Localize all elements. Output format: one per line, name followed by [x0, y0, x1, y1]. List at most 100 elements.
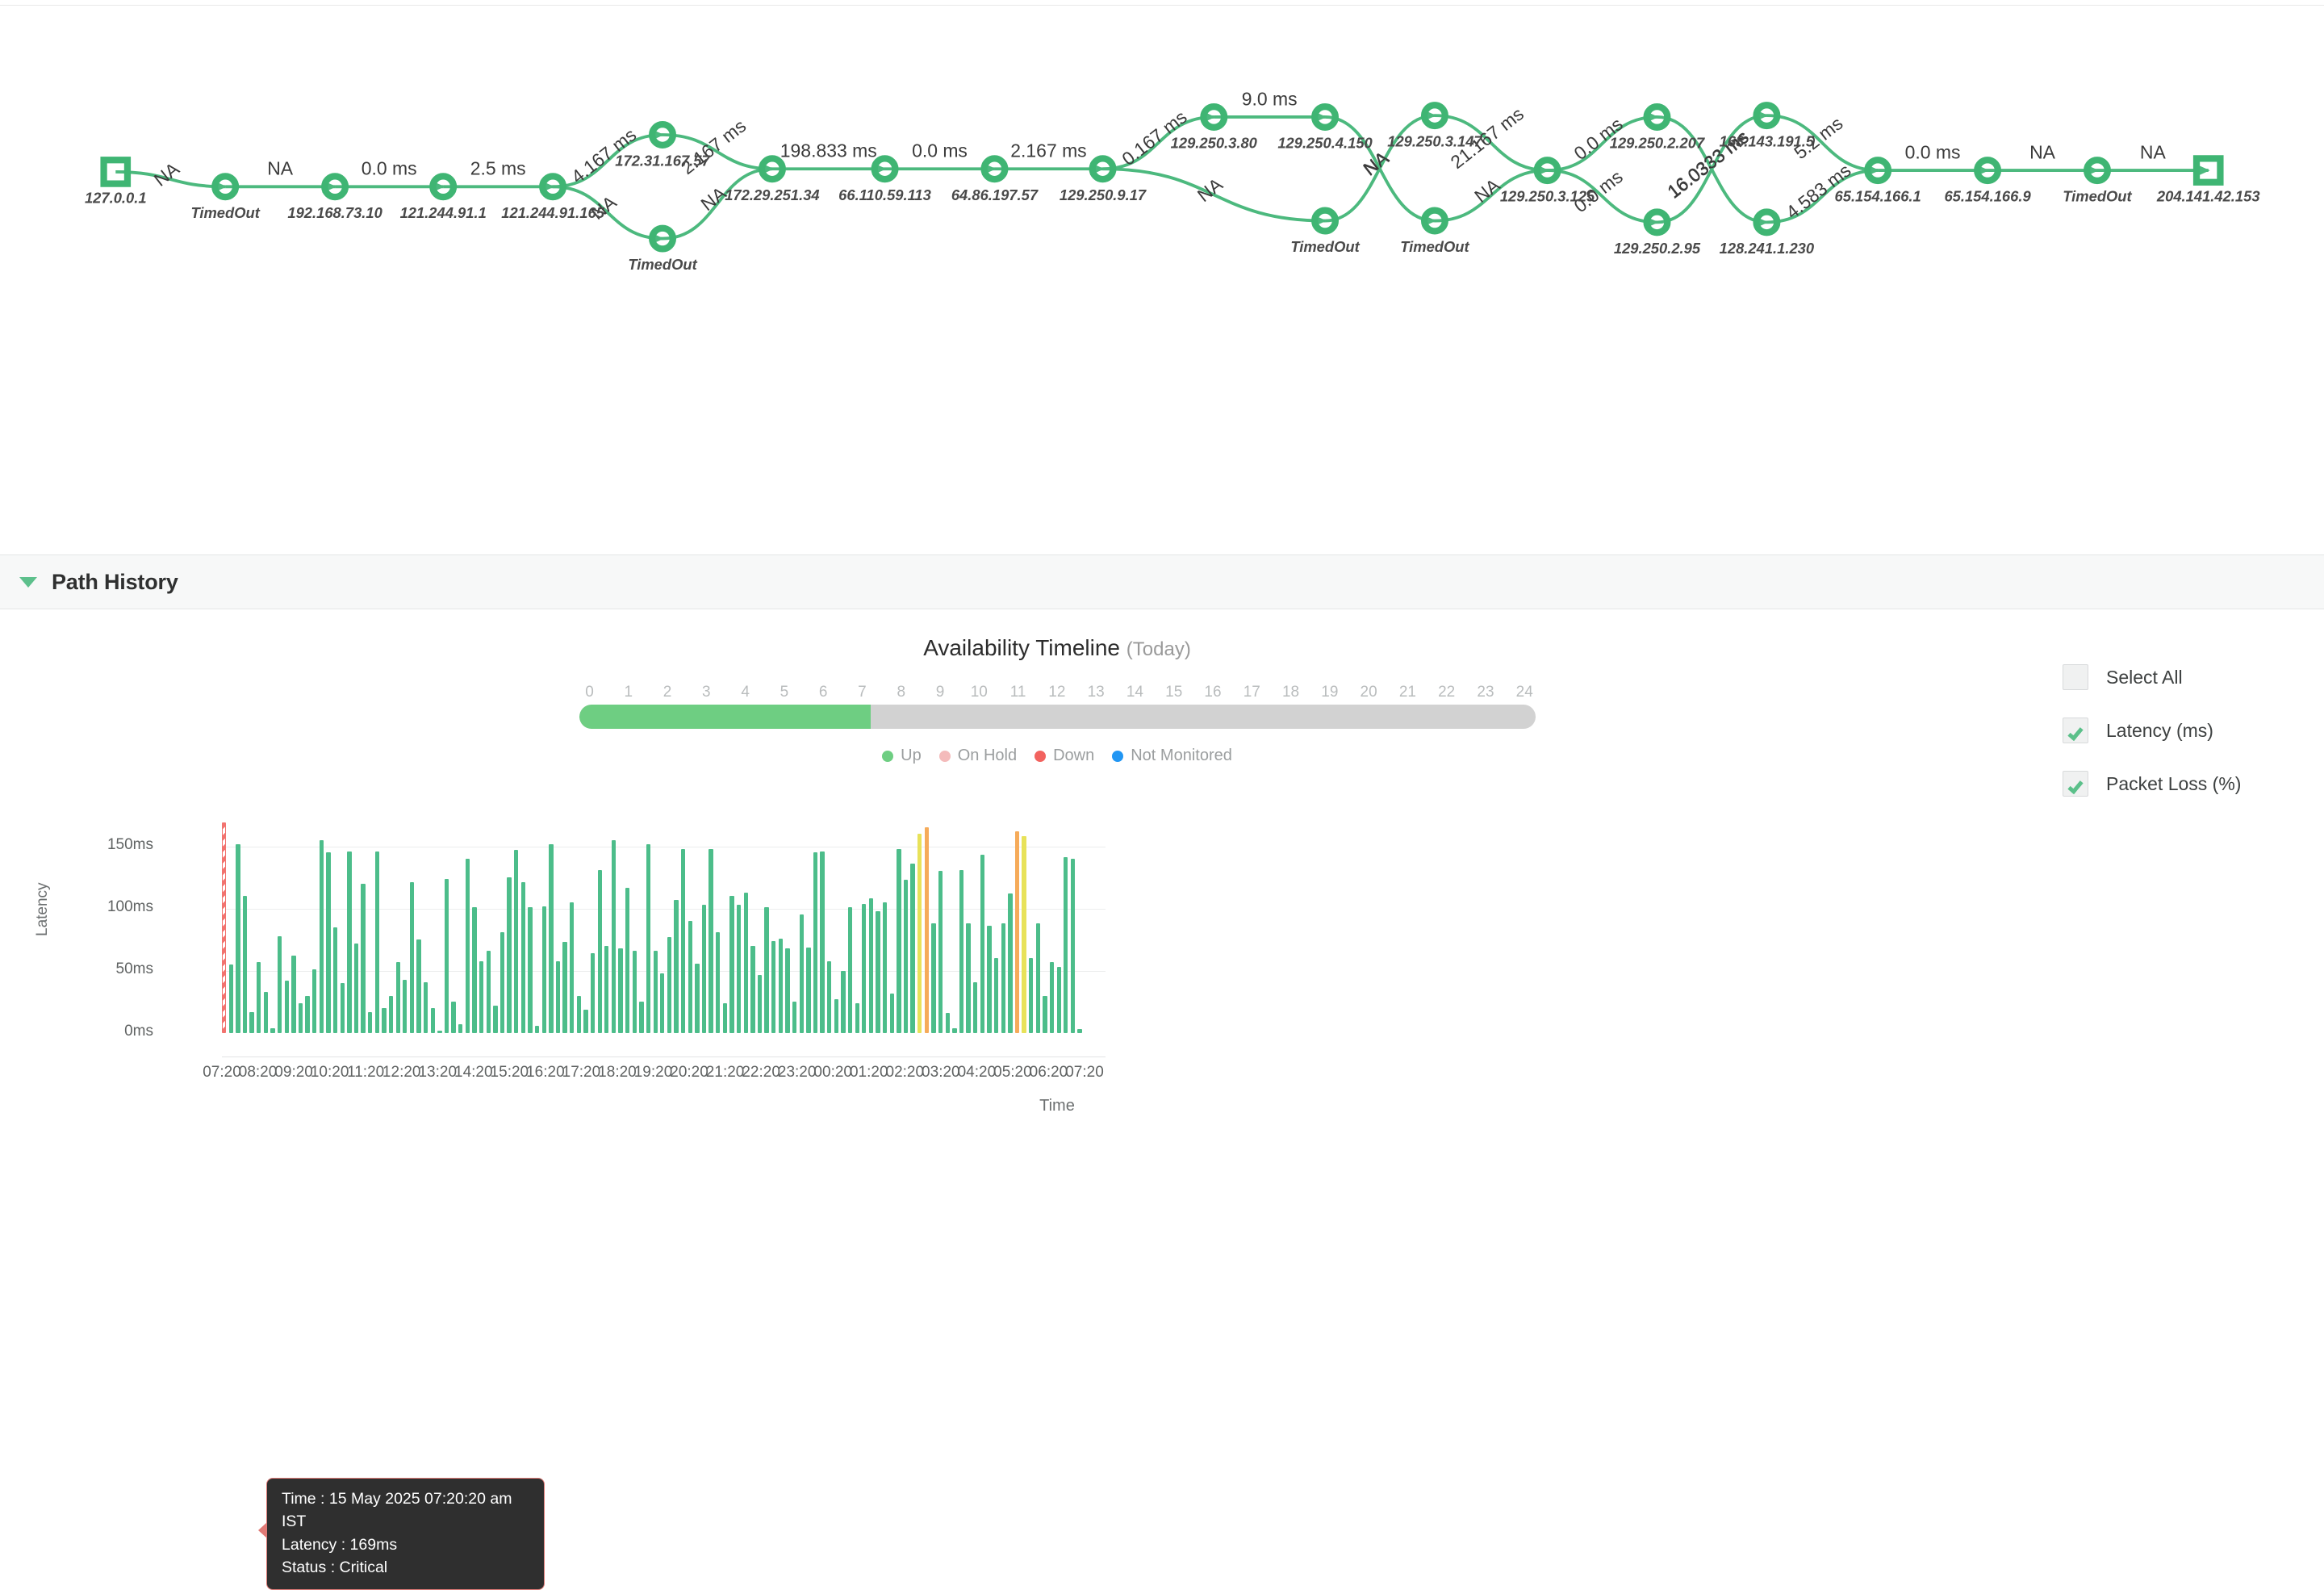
latency-bar[interactable] [499, 932, 505, 1033]
latency-bar[interactable] [910, 864, 915, 1033]
latency-bar[interactable] [701, 905, 707, 1033]
path-node[interactable]: TimedOut [2063, 157, 2133, 205]
hop-circle-icon[interactable] [1753, 208, 1781, 236]
latency-bar[interactable] [291, 956, 296, 1033]
path-node[interactable]: 129.250.2.95 [1614, 208, 1701, 257]
latency-bar[interactable] [639, 1002, 644, 1033]
latency-bar[interactable] [841, 970, 846, 1033]
latency-bar[interactable] [876, 910, 880, 1033]
hop-circle-icon[interactable] [1643, 208, 1671, 236]
latency-bar[interactable] [792, 1002, 797, 1033]
latency-bar[interactable] [750, 946, 755, 1033]
hop-circle-icon[interactable] [1311, 207, 1340, 235]
hop-circle-icon[interactable] [539, 173, 567, 201]
latency-bar[interactable] [493, 1006, 498, 1033]
latency-bar[interactable] [680, 848, 686, 1033]
latency-bar[interactable] [952, 1027, 957, 1033]
legend-item[interactable]: On Hold [938, 747, 1017, 765]
latency-bar[interactable] [618, 948, 623, 1033]
metric-options-panel[interactable]: Select All Latency (ms) Packet Loss (%) [2063, 664, 2280, 824]
latency-bar[interactable] [437, 1030, 442, 1033]
latency-bar[interactable] [319, 839, 324, 1033]
path-node[interactable]: 128.241.1.230 [1720, 208, 1815, 257]
path-node[interactable]: 127.0.0.1 [85, 157, 147, 206]
path-history-header[interactable]: Path History [0, 554, 2324, 609]
hop-circle-icon[interactable] [1753, 102, 1781, 130]
latency-bar[interactable] [1043, 995, 1047, 1033]
latency-bar[interactable] [236, 843, 240, 1033]
latency-bar[interactable] [722, 1002, 728, 1033]
latency-bar[interactable] [520, 882, 526, 1033]
path-node[interactable]: 121.244.91.165 [501, 173, 605, 221]
hop-circle-icon[interactable] [871, 155, 899, 183]
latency-bar[interactable] [507, 877, 512, 1033]
hop-circle-icon[interactable] [649, 121, 677, 149]
hop-circle-icon[interactable] [321, 173, 349, 201]
latency-bar[interactable] [674, 899, 679, 1033]
latency-bar[interactable] [305, 995, 310, 1033]
path-node[interactable]: 204.141.42.153 [2156, 155, 2260, 205]
latency-bar[interactable] [889, 993, 894, 1033]
latency-bar[interactable] [388, 995, 394, 1033]
latency-bar[interactable] [576, 995, 581, 1033]
endpoint-square-icon[interactable] [2192, 155, 2224, 186]
latency-bar[interactable] [799, 914, 804, 1033]
availability-bar[interactable] [579, 705, 1536, 729]
latency-bar[interactable] [486, 951, 491, 1033]
path-node[interactable]: 121.244.91.1 [400, 173, 487, 221]
hop-circle-icon[interactable] [2083, 157, 2111, 185]
latency-bar[interactable] [611, 839, 617, 1033]
latency-bar[interactable] [514, 850, 519, 1033]
path-node[interactable]: 129.250.9.17 [1060, 155, 1147, 203]
hop-circle-icon[interactable] [1200, 103, 1228, 131]
latency-bar[interactable] [597, 869, 602, 1033]
path-node[interactable]: 129.250.3.80 [1171, 103, 1258, 152]
latency-bar[interactable] [973, 981, 978, 1033]
latency-bar[interactable] [778, 938, 784, 1033]
option-select-all[interactable]: Select All [2063, 664, 2280, 690]
latency-bar[interactable] [987, 926, 992, 1033]
latency-bar[interactable] [541, 906, 546, 1033]
latency-bar[interactable] [430, 1008, 435, 1033]
latency-bar[interactable] [368, 1011, 373, 1033]
path-node[interactable]: TimedOut [191, 173, 261, 221]
latency-bar[interactable] [736, 905, 742, 1033]
checkbox-latency[interactable] [2063, 718, 2088, 743]
latency-bar[interactable] [424, 981, 428, 1033]
network-path-map[interactable]: NA NA 0.0 ms 2.5 ms 4.167 ms NA 2.167 ms NA 198.… [0, 6, 2324, 554]
hop-circle-icon[interactable] [429, 173, 458, 201]
latency-bar[interactable] [451, 1002, 456, 1033]
path-node[interactable]: 192.168.73.10 [287, 173, 383, 221]
latency-bar[interactable] [945, 1013, 950, 1033]
latency-bar[interactable] [625, 887, 630, 1033]
latency-bar[interactable] [416, 939, 421, 1033]
caret-down-icon[interactable] [19, 576, 37, 588]
latency-bar[interactable] [583, 1009, 588, 1033]
latency-bar[interactable] [847, 907, 853, 1033]
latency-bar[interactable] [980, 855, 985, 1033]
latency-bar[interactable] [298, 1002, 303, 1033]
latency-bar[interactable] [562, 942, 567, 1033]
latency-bar[interactable] [277, 935, 282, 1033]
latency-bar[interactable] [549, 843, 554, 1033]
latency-bar[interactable] [263, 992, 269, 1033]
latency-bar[interactable] [1001, 923, 1005, 1033]
latency-bar[interactable] [403, 979, 408, 1033]
latency-bar[interactable] [228, 964, 233, 1033]
latency-bar[interactable] [820, 851, 825, 1033]
hop-circle-icon[interactable] [1643, 103, 1671, 131]
latency-bar[interactable] [646, 843, 651, 1033]
latency-bar[interactable] [409, 882, 415, 1033]
latency-bar[interactable] [458, 1024, 463, 1033]
latency-bar[interactable] [312, 969, 317, 1033]
path-node[interactable]: 64.86.197.57 [951, 155, 1039, 203]
latency-bar[interactable] [604, 946, 609, 1033]
latency-bar[interactable] [716, 932, 721, 1033]
latency-bar[interactable] [347, 851, 352, 1033]
latency-bar[interactable] [465, 859, 470, 1033]
latency-bar[interactable] [993, 958, 999, 1033]
latency-bar[interactable] [729, 896, 734, 1033]
path-node[interactable]: TimedOut [1290, 207, 1361, 255]
latency-bar[interactable] [1035, 923, 1040, 1033]
hop-circle-icon[interactable] [211, 173, 240, 201]
